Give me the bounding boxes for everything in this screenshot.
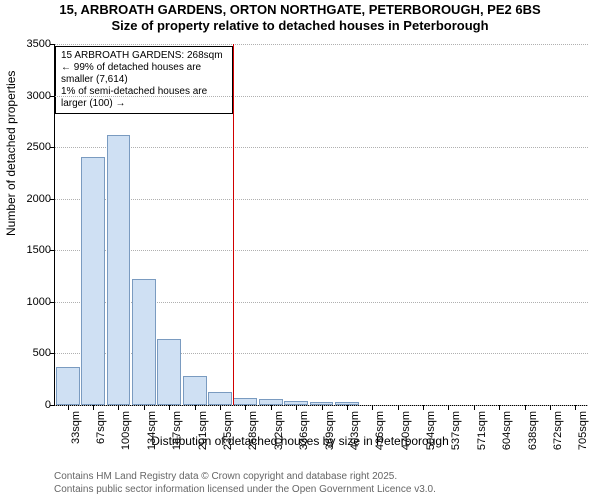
xtick-mark	[118, 405, 119, 410]
xtick-mark	[144, 405, 145, 410]
marker-line	[233, 44, 234, 405]
xtick-mark	[575, 405, 576, 410]
title-line-2: Size of property relative to detached ho…	[0, 18, 600, 34]
histogram-bar	[132, 279, 156, 405]
xtick-mark	[398, 405, 399, 410]
ytick-label: 1000	[27, 296, 55, 308]
gridline	[55, 250, 588, 251]
plot-area: 15 ARBROATH GARDENS: 268sqm ← 99% of det…	[54, 44, 588, 406]
xtick-mark	[448, 405, 449, 410]
xtick-mark	[245, 405, 246, 410]
chart-container: Number of detached properties 15 ARBROAT…	[0, 38, 600, 448]
histogram-bar	[107, 135, 131, 405]
xtick-mark	[525, 405, 526, 410]
gridline	[55, 147, 588, 148]
y-axis-label: Number of detached properties	[4, 71, 18, 236]
chart-title: 15, ARBROATH GARDENS, ORTON NORTHGATE, P…	[0, 0, 600, 35]
marker-line-3: 1% of semi-detached houses are larger (1…	[61, 86, 227, 110]
xtick-mark	[68, 405, 69, 410]
xtick-mark	[195, 405, 196, 410]
xtick-mark	[93, 405, 94, 410]
footer-line-1: Contains HM Land Registry data © Crown c…	[54, 471, 436, 484]
ytick-label: 3000	[27, 90, 55, 102]
histogram-bar	[233, 398, 257, 405]
xtick-mark	[296, 405, 297, 410]
marker-line-1: 15 ARBROATH GARDENS: 268sqm	[61, 50, 227, 62]
ytick-label: 2500	[27, 141, 55, 153]
x-axis-label: Distribution of detached houses by size …	[0, 434, 600, 448]
gridline	[55, 96, 588, 97]
footer-attribution: Contains HM Land Registry data © Crown c…	[54, 471, 436, 496]
histogram-bar	[81, 157, 105, 405]
ytick-label: 500	[33, 347, 55, 359]
ytick-label: 3500	[27, 38, 55, 50]
footer-line-2: Contains public sector information licen…	[54, 484, 436, 497]
xtick-mark	[322, 405, 323, 410]
ytick-label: 2000	[27, 193, 55, 205]
gridline	[55, 44, 588, 45]
gridline	[55, 199, 588, 200]
histogram-bar	[208, 392, 232, 405]
xtick-mark	[169, 405, 170, 410]
xtick-mark	[499, 405, 500, 410]
marker-line-2: ← 99% of detached houses are smaller (7,…	[61, 62, 227, 86]
xtick-mark	[372, 405, 373, 410]
xtick-mark	[550, 405, 551, 410]
marker-annotation-box: 15 ARBROATH GARDENS: 268sqm ← 99% of det…	[55, 46, 233, 114]
histogram-bar	[183, 376, 207, 405]
ytick-label: 0	[45, 399, 55, 411]
xtick-mark	[423, 405, 424, 410]
histogram-bar	[56, 367, 80, 405]
xtick-mark	[474, 405, 475, 410]
xtick-mark	[271, 405, 272, 410]
title-line-1: 15, ARBROATH GARDENS, ORTON NORTHGATE, P…	[0, 2, 600, 18]
histogram-bar	[157, 339, 181, 405]
xtick-mark	[220, 405, 221, 410]
ytick-label: 1500	[27, 244, 55, 256]
xtick-mark	[347, 405, 348, 410]
